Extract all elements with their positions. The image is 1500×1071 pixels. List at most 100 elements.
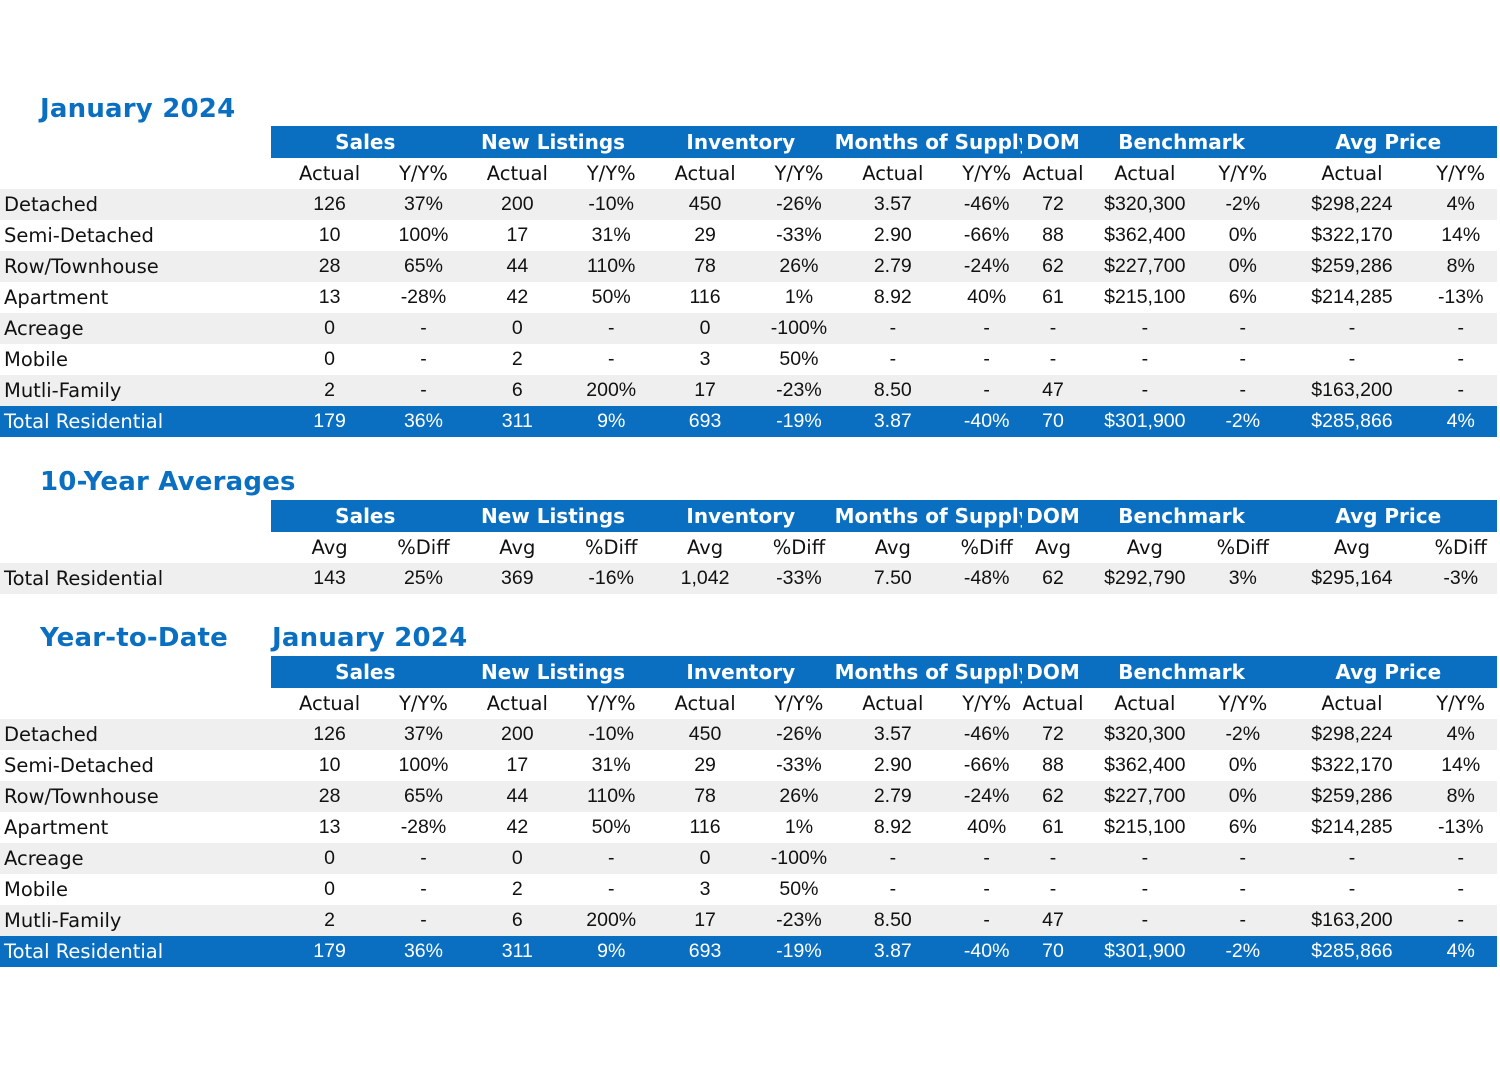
table-cell: $227,700 bbox=[1083, 781, 1207, 812]
subheader-cell: Y/Y% bbox=[586, 692, 636, 715]
subheader-cell: Avg bbox=[311, 536, 348, 559]
table-cell: 13 bbox=[318, 286, 341, 308]
table-cell: 65% bbox=[387, 781, 460, 812]
table-cell: 1% bbox=[784, 286, 814, 308]
table-cell: 2 bbox=[511, 878, 523, 900]
table-cell: - bbox=[1083, 313, 1207, 344]
subheader-cell: Actual bbox=[486, 692, 548, 715]
table-cell: 17 bbox=[506, 224, 529, 246]
table-cell: $215,100 bbox=[1104, 816, 1186, 838]
subheader-cell: Actual bbox=[1114, 692, 1176, 715]
table-cell: 0 bbox=[459, 843, 576, 874]
table-cell: 3 bbox=[699, 878, 711, 900]
subheader-cell: Y/Y% bbox=[774, 162, 824, 185]
table-cell: 2.90 bbox=[873, 224, 912, 246]
group-header-new-listings: New Listings bbox=[459, 500, 647, 532]
subheader-cell: Y/Y% bbox=[1436, 692, 1486, 715]
table-cell: - bbox=[607, 878, 615, 900]
table-cell: 13 bbox=[318, 816, 341, 838]
subheader-cell: Avg bbox=[1333, 536, 1371, 559]
table-cell: $298,224 bbox=[1279, 189, 1425, 220]
table-cell: 126 bbox=[271, 189, 388, 220]
table-cell: 311 bbox=[459, 936, 576, 967]
table-cell: -3% bbox=[1424, 563, 1497, 594]
table-cell: 28 bbox=[271, 781, 388, 812]
group-header-avg-price: Avg Price bbox=[1279, 126, 1497, 158]
table-cell: - bbox=[1424, 375, 1497, 406]
subheader-row: Actual Y/Y% Actual Y/Y% Actual Y/Y% Actual Y/Y%… bbox=[0, 158, 1497, 189]
group-header-new-listings: New Listings bbox=[459, 126, 647, 158]
table-cell: - bbox=[1279, 843, 1425, 874]
table-cell: 88 bbox=[1042, 224, 1064, 246]
subheader-cell: Avg bbox=[874, 536, 911, 559]
table-cell: $362,400 bbox=[1104, 754, 1186, 776]
table-cell: 17 bbox=[506, 754, 529, 776]
table-cell: -2% bbox=[1206, 189, 1280, 220]
table-cell: 70 bbox=[1022, 936, 1084, 967]
section-title-january: January 2024 bbox=[40, 94, 236, 124]
table-cell: 1,042 bbox=[646, 563, 764, 594]
group-header-months-of-supply: Months of Supply bbox=[834, 656, 1023, 688]
table-cell: - bbox=[1239, 878, 1247, 900]
table-cell: 2.79 bbox=[834, 781, 951, 812]
section-subtitle-year-to-date: January 2024 bbox=[272, 623, 468, 653]
group-header-months-of-supply: Months of Supply bbox=[834, 126, 1023, 158]
table-cell: 61 bbox=[1042, 816, 1064, 838]
table-cell: - bbox=[889, 348, 897, 370]
table-cell: -19% bbox=[763, 936, 835, 967]
subheader-cell: %Diff bbox=[584, 536, 638, 559]
section-title-year-to-date: Year-to-Date bbox=[40, 623, 228, 653]
table-cell: -100% bbox=[763, 313, 835, 344]
table-cell: -19% bbox=[763, 406, 835, 437]
table-cell: - bbox=[983, 878, 990, 900]
table-row-detached: Detached 126 37% 200 -10% 450 -26% 3.57 -46% 72 $3… bbox=[0, 719, 1497, 750]
table-cell: 26% bbox=[763, 251, 835, 282]
table-cell: 9% bbox=[575, 936, 647, 967]
table-cell: $259,286 bbox=[1279, 781, 1425, 812]
group-header-inventory: Inventory bbox=[646, 656, 835, 688]
table-cell: $295,164 bbox=[1279, 563, 1425, 594]
table-10-year-averages: Sales New Listings Inventory Months of Supp… bbox=[0, 500, 1497, 594]
table-cell: 143 bbox=[271, 563, 388, 594]
subheader-row: Avg %Diff Avg %Diff Avg %Diff Avg %Diff Avg Avg %D… bbox=[0, 532, 1497, 563]
table-cell: $320,300 bbox=[1083, 189, 1207, 220]
table-cell: 25% bbox=[387, 563, 460, 594]
table-cell: -23% bbox=[763, 905, 835, 936]
table-cell: - bbox=[889, 878, 897, 900]
subheader-cell: Actual bbox=[486, 162, 548, 185]
row-label: Total Residential bbox=[0, 563, 272, 594]
table-cell: -13% bbox=[1437, 286, 1484, 308]
subheader-cell: Y/Y% bbox=[774, 692, 824, 715]
table-cell: 311 bbox=[459, 406, 576, 437]
subheader-cell: Actual bbox=[1321, 692, 1383, 715]
table-cell: 50% bbox=[591, 286, 631, 308]
table-cell: - bbox=[950, 843, 1023, 874]
table-cell: - bbox=[1049, 348, 1057, 370]
subheader-cell: Actual bbox=[1114, 162, 1176, 185]
table-cell: -66% bbox=[963, 754, 1010, 776]
table-row-row-townhouse: Row/Townhouse 28 65% 44 110% 78 26% 2.79 -24% 62 $… bbox=[0, 251, 1497, 282]
subheader-cell: Actual bbox=[299, 162, 361, 185]
table-cell: -100% bbox=[763, 843, 835, 874]
table-cell: - bbox=[1348, 348, 1356, 370]
table-cell: 62 bbox=[1022, 563, 1084, 594]
row-label: Row/Townhouse bbox=[0, 781, 272, 812]
table-row-acreage: Acreage 0-0-0 -100% - - - - - - - bbox=[0, 843, 1497, 874]
table-cell: 100% bbox=[398, 754, 449, 776]
table-cell: - bbox=[575, 313, 647, 344]
group-header-row: Sales New Listings Inventory Months of Supp… bbox=[0, 126, 1497, 158]
subheader-cell: Y/Y% bbox=[1436, 162, 1486, 185]
subheader-cell: Avg bbox=[687, 536, 724, 559]
table-cell: 7.50 bbox=[834, 563, 951, 594]
group-header-avg-price: Avg Price bbox=[1279, 656, 1497, 688]
row-label: Detached bbox=[0, 189, 272, 220]
subheader-cell: Y/Y% bbox=[398, 162, 448, 185]
subheader-cell: Actual bbox=[674, 162, 736, 185]
subheader-cell: %Diff bbox=[1434, 536, 1487, 559]
subheader-cell: Y/Y% bbox=[586, 162, 636, 185]
table-cell: 29 bbox=[694, 224, 716, 246]
table-cell: 693 bbox=[646, 936, 764, 967]
table-cell: - bbox=[420, 348, 427, 370]
table-cell: 44 bbox=[459, 251, 576, 282]
table-cell: - bbox=[387, 905, 460, 936]
